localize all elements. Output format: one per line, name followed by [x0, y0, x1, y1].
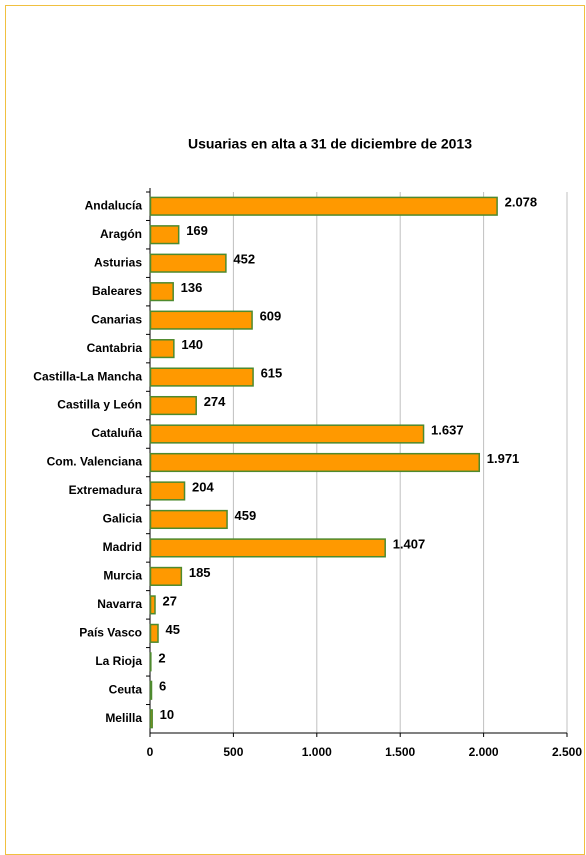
bar: [149, 680, 153, 700]
y-tick-label: Cataluña: [91, 426, 142, 440]
bar: [149, 709, 153, 729]
data-label: 27: [163, 593, 177, 608]
y-tick-label: Melilla: [105, 711, 142, 725]
x-tick-label: 2.000: [469, 745, 499, 759]
data-label: 615: [261, 366, 283, 381]
data-label: 609: [260, 309, 282, 324]
x-tick-label: 500: [223, 745, 243, 759]
y-tick-label: Madrid: [103, 540, 142, 554]
bar: [149, 509, 228, 530]
bar: [149, 595, 156, 615]
data-label: 204: [192, 479, 214, 494]
bar: [149, 310, 253, 330]
data-label: 6: [159, 679, 166, 694]
bar: [149, 538, 386, 558]
data-label: 136: [181, 280, 203, 295]
y-tick-label: Galicia: [103, 512, 143, 526]
y-tick-label: Com. Valenciana: [47, 455, 143, 469]
bar: [149, 481, 186, 501]
data-label: 2.078: [505, 195, 538, 210]
y-tick-label: Asturias: [94, 255, 142, 269]
y-tick-label: Cantabria: [87, 341, 143, 355]
data-label: 185: [189, 565, 211, 580]
y-tick-label: Aragón: [100, 227, 142, 241]
x-tick-label: 1.000: [302, 745, 332, 759]
data-label: 452: [233, 252, 255, 267]
y-tick-label: País Vasco: [79, 626, 142, 640]
data-label: 1.971: [487, 451, 520, 466]
x-tick-label: 2.500: [552, 745, 582, 759]
y-tick-label: La Rioja: [95, 654, 142, 668]
data-label: 1.407: [393, 536, 426, 551]
data-label: 2: [158, 650, 165, 665]
y-tick-label: Andalucía: [85, 198, 143, 212]
data-label: 459: [235, 508, 257, 523]
data-label: 169: [186, 223, 208, 238]
bar: [149, 566, 183, 586]
y-tick-label: Canarias: [91, 312, 142, 326]
bar: [149, 339, 175, 359]
data-label: 1.637: [431, 422, 464, 437]
bar: [149, 225, 180, 245]
bar: [149, 282, 174, 302]
y-tick-label: Castilla-La Mancha: [33, 369, 142, 383]
bar: [149, 253, 227, 273]
bar: [149, 452, 481, 473]
bar: [149, 196, 498, 216]
y-tick-label: Navarra: [97, 597, 142, 611]
chart-title: Usuarias en alta a 31 de diciembre de 20…: [188, 136, 472, 152]
x-tick-label: 1.500: [385, 745, 415, 759]
data-label: 140: [181, 337, 203, 352]
y-tick-label: Extremadura: [69, 483, 143, 497]
data-label: 10: [160, 707, 174, 722]
y-tick-label: Ceuta: [109, 682, 143, 696]
y-tick-label: Castilla y León: [57, 398, 142, 412]
bar: [149, 367, 254, 387]
x-tick-label: 0: [147, 745, 154, 759]
bar: [149, 424, 425, 444]
y-tick-label: Murcia: [103, 569, 142, 583]
bar: [149, 395, 197, 416]
data-label: 45: [166, 622, 180, 637]
y-tick-label: Baleares: [92, 284, 142, 298]
data-label: 274: [204, 394, 226, 409]
bar: [149, 623, 159, 643]
